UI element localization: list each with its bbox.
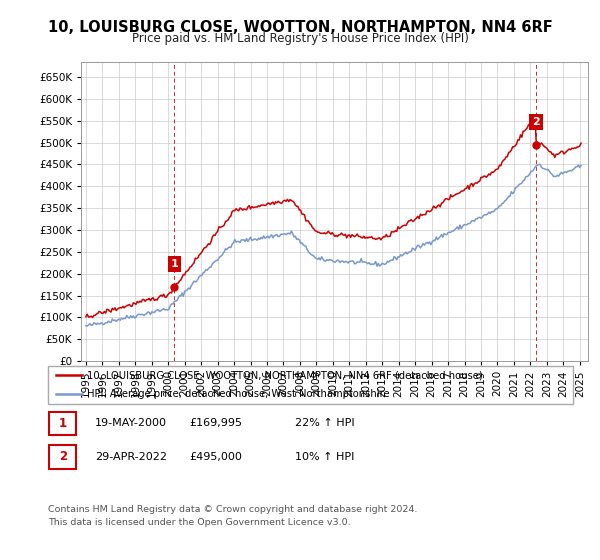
Text: Contains HM Land Registry data © Crown copyright and database right 2024.
This d: Contains HM Land Registry data © Crown c… (48, 505, 418, 526)
Bar (49, 445, 76, 469)
Text: 10% ↑ HPI: 10% ↑ HPI (295, 452, 354, 462)
Text: 2: 2 (59, 450, 67, 464)
Text: HPI: Average price, detached house, West Northamptonshire: HPI: Average price, detached house, West… (88, 389, 390, 399)
Text: 2: 2 (532, 117, 539, 127)
Text: £169,995: £169,995 (190, 418, 243, 428)
Text: 10, LOUISBURG CLOSE, WOOTTON, NORTHAMPTON, NN4 6RF: 10, LOUISBURG CLOSE, WOOTTON, NORTHAMPTO… (47, 20, 553, 35)
Text: 10, LOUISBURG CLOSE, WOOTTON, NORTHAMPTON, NN4 6RF (detached house): 10, LOUISBURG CLOSE, WOOTTON, NORTHAMPTO… (88, 370, 483, 380)
Text: Price paid vs. HM Land Registry's House Price Index (HPI): Price paid vs. HM Land Registry's House … (131, 32, 469, 45)
Text: 1: 1 (59, 417, 67, 430)
Bar (49, 412, 76, 435)
Text: 22% ↑ HPI: 22% ↑ HPI (295, 418, 355, 428)
Text: 29-APR-2022: 29-APR-2022 (95, 452, 167, 462)
Text: 1: 1 (170, 259, 178, 269)
Text: £495,000: £495,000 (190, 452, 242, 462)
Text: 19-MAY-2000: 19-MAY-2000 (95, 418, 167, 428)
